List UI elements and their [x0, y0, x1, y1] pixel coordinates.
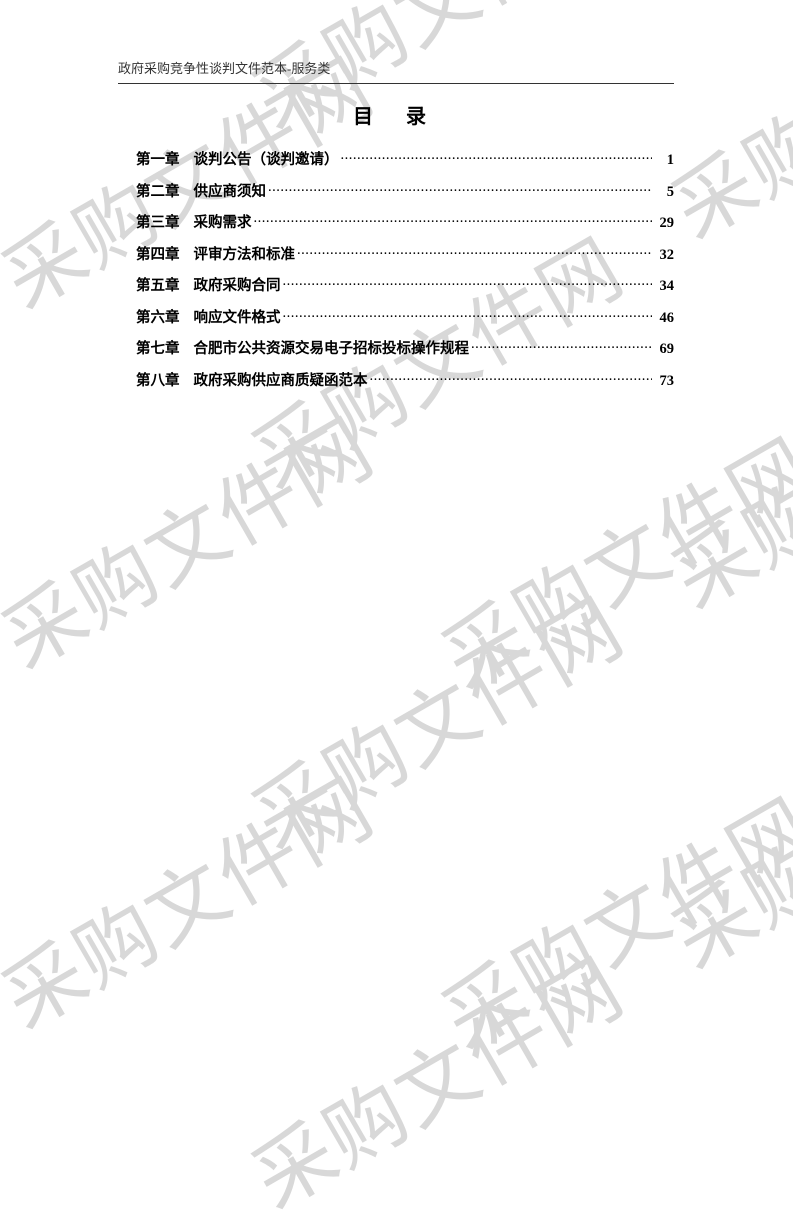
toc-entry: 第七章合肥市公共资源交易电子招标投标操作规程 69 — [136, 337, 674, 358]
toc-dots — [370, 370, 653, 385]
toc-entry: 第一章谈判公告（谈判邀请） 1 — [136, 148, 674, 169]
document-header: 政府采购竞争性谈判文件范本-服务类 — [118, 58, 674, 84]
toc-dots — [341, 150, 653, 165]
toc-list: 第一章谈判公告（谈判邀请） 1 第二章供应商须知 5 第三章采购需求 29 第四章评审方法和… — [136, 148, 674, 400]
toc-chapter: 第七章 — [136, 337, 180, 358]
toc-dots — [283, 276, 653, 291]
toc-page: 73 — [654, 373, 674, 390]
watermark: 采购文件网 — [228, 925, 641, 1230]
toc-name: 供应商须知 — [194, 180, 267, 201]
toc-name: 采购需求 — [194, 211, 252, 232]
toc-page: 1 — [654, 152, 674, 169]
toc-name: 响应文件格式 — [194, 306, 281, 327]
toc-name: 合肥市公共资源交易电子招标投标操作规程 — [194, 337, 470, 358]
toc-page: 69 — [654, 341, 674, 358]
toc-chapter: 第八章 — [136, 369, 180, 390]
toc-entry: 第六章响应文件格式 46 — [136, 306, 674, 327]
watermark: 采购文件网 — [418, 765, 793, 1070]
toc-chapter: 第三章 — [136, 211, 180, 232]
toc-chapter: 第二章 — [136, 180, 180, 201]
toc-page: 34 — [654, 278, 674, 295]
toc-chapter: 第五章 — [136, 274, 180, 295]
toc-page: 46 — [654, 310, 674, 327]
toc-page: 29 — [654, 215, 674, 232]
watermark: 采购文件网 — [0, 745, 392, 1050]
toc-chapter: 第四章 — [136, 243, 180, 264]
toc-entry: 第五章政府采购合同 34 — [136, 274, 674, 295]
toc-entry: 第二章供应商须知 5 — [136, 180, 674, 201]
toc-name: 政府采购供应商质疑函范本 — [194, 369, 368, 390]
toc-name: 政府采购合同 — [194, 274, 281, 295]
toc-entry: 第八章政府采购供应商质疑函范本 73 — [136, 369, 674, 390]
toc-dots — [471, 339, 652, 354]
toc-entry: 第四章评审方法和标准 32 — [136, 243, 674, 264]
toc-entry: 第三章采购需求 29 — [136, 211, 674, 232]
toc-chapter: 第六章 — [136, 306, 180, 327]
watermark: 采购文件网 — [228, 565, 641, 870]
toc-dots — [254, 213, 653, 228]
toc-page: 5 — [654, 184, 674, 201]
toc-dots — [283, 307, 653, 322]
toc-dots — [297, 244, 652, 259]
watermark: 采购文件网 — [0, 385, 392, 690]
toc-page: 32 — [654, 247, 674, 264]
toc-name: 评审方法和标准 — [194, 243, 296, 264]
watermark: 采购文件网 — [648, 685, 793, 990]
toc-title: 目 录 — [0, 100, 793, 129]
toc-dots — [268, 181, 652, 196]
toc-chapter: 第一章 — [136, 148, 180, 169]
watermark: 采购文件网 — [418, 405, 793, 710]
toc-name: 谈判公告（谈判邀请） — [194, 148, 339, 169]
